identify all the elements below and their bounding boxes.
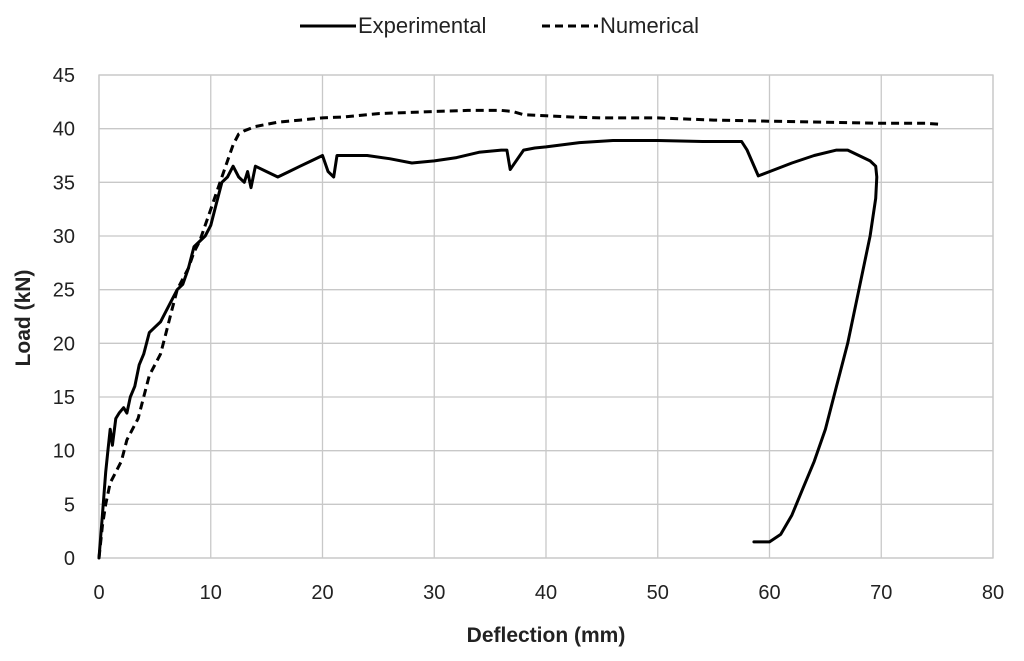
plot-area: 0 5 10 15 20 25 30 35 40 45 0 10 20 30 40 50 60 70 80 bbox=[53, 65, 1004, 604]
x-tick-label: 80 bbox=[982, 582, 1004, 604]
y-tick-label: 10 bbox=[53, 441, 75, 463]
x-tick-label: 70 bbox=[870, 582, 892, 604]
x-tick-label: 30 bbox=[423, 582, 445, 604]
x-tick-label: 0 bbox=[93, 582, 104, 604]
y-tick-label: 40 bbox=[53, 119, 75, 141]
legend: Experimental Numerical bbox=[300, 13, 699, 38]
y-axis-title: Load (kN) bbox=[12, 270, 35, 367]
x-tick-label: 20 bbox=[311, 582, 333, 604]
x-axis-title: Deflection (mm) bbox=[467, 624, 626, 647]
y-tick-label: 30 bbox=[53, 226, 75, 248]
series-line-experimental bbox=[97, 139, 879, 560]
y-tick-label: 35 bbox=[53, 172, 75, 194]
series-line-numerical bbox=[97, 108, 943, 559]
y-tick-label: 20 bbox=[53, 333, 75, 355]
plot-border bbox=[98, 74, 994, 559]
legend-label-experimental: Experimental bbox=[358, 13, 486, 38]
y-tick-label: 0 bbox=[64, 548, 75, 570]
x-tick-label: 50 bbox=[647, 582, 669, 604]
y-tick-label: 25 bbox=[53, 280, 75, 302]
x-tick-label: 60 bbox=[758, 582, 780, 604]
y-tick-label: 45 bbox=[53, 65, 75, 87]
y-tick-label: 5 bbox=[64, 494, 75, 516]
y-tick-label: 15 bbox=[53, 387, 75, 409]
x-tick-label: 10 bbox=[200, 582, 222, 604]
x-tick-label: 40 bbox=[535, 582, 557, 604]
legend-label-numerical: Numerical bbox=[600, 13, 699, 38]
